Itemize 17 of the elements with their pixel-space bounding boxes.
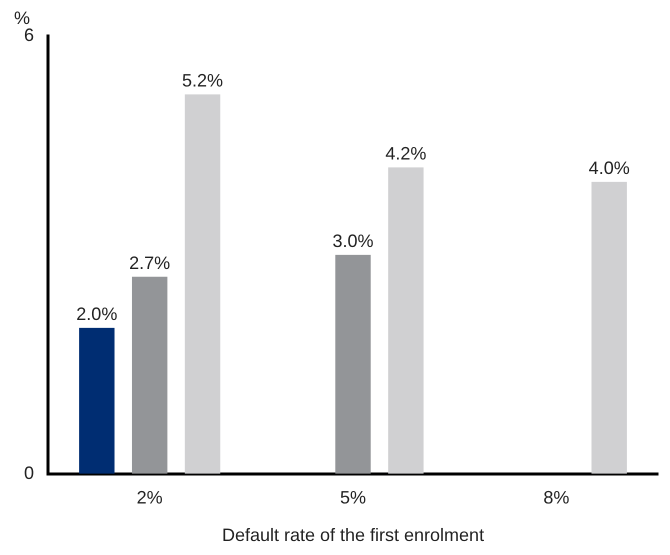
x-tick-label: 5% — [340, 488, 366, 508]
data-label: 2.0% — [76, 304, 118, 324]
data-label: 2.7% — [129, 252, 170, 273]
x-tick-label: 2% — [136, 488, 163, 508]
y-tick-label: 0 — [24, 462, 34, 483]
bar — [591, 182, 627, 474]
bar — [132, 276, 168, 474]
x-tick-label: 8% — [543, 488, 570, 508]
bar — [388, 167, 424, 474]
bar — [335, 254, 371, 474]
bar — [79, 328, 115, 474]
data-label: 4.0% — [588, 158, 630, 178]
data-label: 3.0% — [332, 230, 374, 251]
data-label: 5.2% — [182, 70, 224, 90]
x-axis-title: Default rate of the first enrolment — [222, 525, 484, 546]
bar — [184, 94, 220, 474]
data-label: 4.2% — [385, 143, 426, 164]
